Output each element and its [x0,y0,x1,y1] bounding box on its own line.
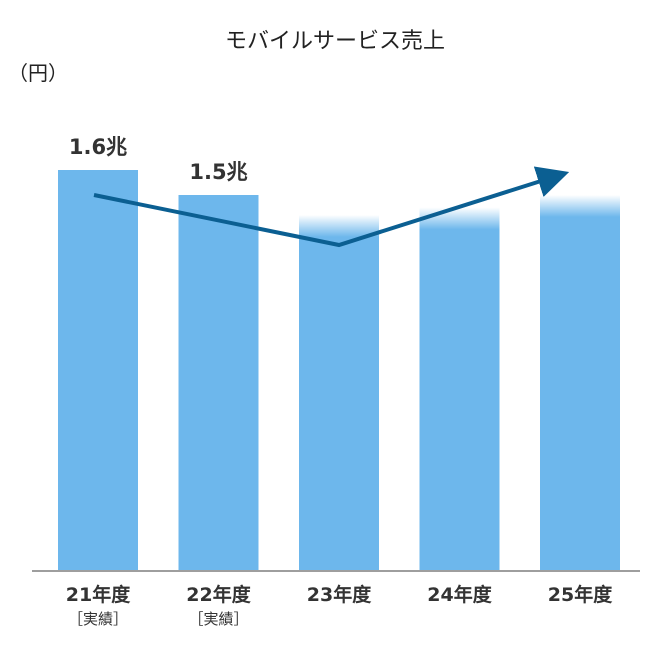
data-label-2: 1.5兆 [189,160,247,184]
category-note-2: ［実績］ [188,610,248,628]
unit-label: （円） [8,61,68,85]
bar-1 [58,170,138,570]
category-label-5: 25年度 [548,583,613,606]
category-label-4: 24年度 [427,583,492,606]
bar-2 [178,195,259,570]
data-label-1: 1.6兆 [69,135,127,159]
bars [58,170,620,570]
trend-arrow [93,166,570,248]
chart-title: モバイルサービス売上 [225,29,445,54]
category-label-1: 21年度 [66,583,131,606]
labels: 1.6兆 21年度 ［実績］ 1.5兆 22年度 ［実績］ 23年度 24年度 25年度 [66,135,613,628]
bar-5-fade [540,195,620,217]
bar-4 [419,229,500,570]
bar-3 [299,237,379,570]
bar-3-fade [299,215,379,237]
category-label-2: 22年度 [186,583,251,606]
category-label-3: 23年度 [307,583,372,606]
category-note-1: ［実績］ [68,610,128,628]
bar-5 [540,217,620,570]
bar-4-fade [419,207,500,230]
